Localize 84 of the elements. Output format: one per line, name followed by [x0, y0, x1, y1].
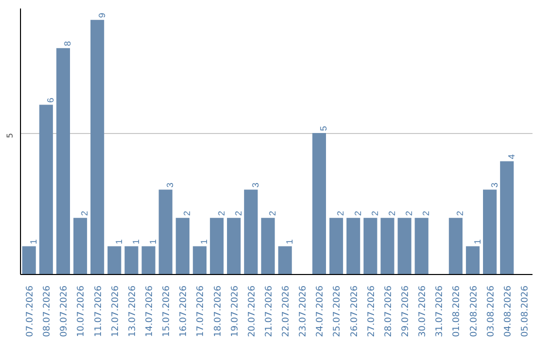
x-tick-label: 03.08.2026 — [486, 285, 496, 338]
bar — [124, 246, 138, 274]
bar — [210, 218, 224, 274]
bar — [278, 246, 292, 274]
data-label: 2 — [352, 210, 363, 216]
x-tick-label: 01.08.2026 — [452, 285, 462, 338]
x-tick-label: 23.07.2026 — [298, 285, 309, 338]
x-tick-label: 15.07.2026 — [162, 285, 172, 338]
x-tick-label: 11.07.2026 — [94, 285, 104, 338]
x-tick-label: 08.07.2026 — [42, 285, 53, 338]
data-label: 4 — [506, 154, 516, 160]
bar — [398, 218, 412, 274]
data-label: 3 — [489, 182, 500, 188]
data-label: 2 — [336, 210, 346, 216]
data-label: 5 — [318, 126, 329, 132]
bar — [176, 218, 190, 274]
bar — [346, 218, 360, 274]
x-tick-label: 05.08.2026 — [520, 285, 530, 338]
data-label: 2 — [421, 210, 432, 216]
x-tick-label: 29.07.2026 — [401, 285, 411, 338]
data-label: 1 — [114, 239, 124, 244]
bar — [158, 190, 172, 274]
data-label: 2 — [216, 210, 226, 216]
x-tick-label: 18.07.2026 — [213, 285, 224, 338]
data-label: 3 — [165, 182, 176, 188]
data-label: 2 — [370, 210, 380, 216]
x-tick-label: 12.07.2026 — [110, 285, 121, 338]
x-tick-label: 27.07.2026 — [366, 285, 377, 338]
x-tick-label: 19.07.2026 — [230, 285, 240, 338]
data-label: 1 — [130, 239, 141, 244]
x-tick-label: 17.07.2026 — [196, 285, 206, 338]
data-label: 1 — [284, 239, 295, 244]
x-tick-label: 21.07.2026 — [264, 285, 274, 338]
bar — [39, 104, 53, 274]
data-label: 1 — [148, 239, 158, 244]
bar — [329, 218, 344, 274]
data-label: 2 — [386, 210, 397, 216]
bar — [364, 218, 378, 274]
x-tick-label: 16.07.2026 — [179, 285, 190, 338]
bar — [414, 218, 428, 274]
x-tick-label: 09.07.2026 — [60, 285, 70, 338]
data-label: 2 — [267, 210, 278, 216]
data-label: 8 — [62, 41, 73, 46]
bar — [56, 48, 70, 274]
bar — [244, 190, 258, 274]
x-tick-label: 14.07.2026 — [145, 285, 155, 338]
data-label: 1 — [199, 239, 210, 244]
bar — [22, 246, 36, 274]
x-tick-label: 13.07.2026 — [128, 285, 138, 338]
bar — [500, 161, 514, 274]
x-tick-label: 31.07.2026 — [435, 285, 446, 338]
data-label: 1 — [472, 239, 482, 244]
x-tick-label: 04.08.2026 — [503, 285, 514, 338]
bar — [192, 246, 207, 274]
data-label: 2 — [455, 210, 466, 216]
data-label: 6 — [46, 98, 56, 103]
bar — [90, 20, 104, 274]
bar — [466, 246, 480, 274]
x-tick-label: 10.07.2026 — [76, 285, 87, 338]
x-tick-label: 07.07.2026 — [26, 285, 36, 338]
x-tick-label: 20.07.2026 — [247, 285, 258, 338]
data-label: 2 — [80, 210, 90, 216]
bar — [261, 218, 275, 274]
data-label: 2 — [404, 210, 414, 216]
x-tick-label: 24.07.2026 — [316, 285, 326, 338]
data-label: 9 — [96, 12, 107, 18]
x-tick-label: 26.07.2026 — [350, 285, 360, 338]
bar — [483, 190, 497, 274]
bar — [142, 246, 156, 274]
bar — [380, 218, 394, 274]
x-tick-label: 30.07.2026 — [418, 285, 428, 338]
data-label: 2 — [233, 210, 244, 216]
bar — [73, 218, 88, 274]
bar — [448, 218, 463, 274]
bar — [227, 218, 241, 274]
bar — [108, 246, 122, 274]
bar — [312, 133, 326, 274]
data-label: 2 — [182, 210, 192, 216]
x-tick-label: 25.07.2026 — [332, 285, 343, 338]
x-tick-label: 02.08.2026 — [469, 285, 480, 338]
x-tick-label: 28.07.2026 — [384, 285, 394, 338]
data-label: 1 — [28, 239, 39, 244]
x-tick-label: 22.07.2026 — [282, 285, 292, 338]
data-label: 3 — [250, 182, 260, 188]
